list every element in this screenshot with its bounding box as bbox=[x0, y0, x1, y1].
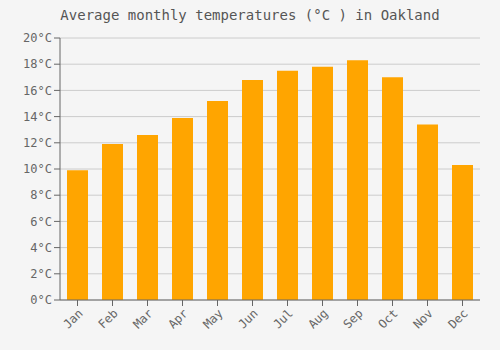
svg-text:4°C: 4°C bbox=[30, 241, 52, 255]
svg-text:Feb: Feb bbox=[95, 306, 120, 331]
svg-text:10°C: 10°C bbox=[23, 162, 52, 176]
svg-text:Jan: Jan bbox=[60, 306, 85, 331]
svg-text:0°C: 0°C bbox=[30, 293, 52, 307]
svg-text:Jun: Jun bbox=[235, 306, 260, 331]
svg-text:Apr: Apr bbox=[165, 306, 190, 331]
svg-text:Mar: Mar bbox=[130, 306, 155, 331]
svg-text:16°C: 16°C bbox=[23, 84, 52, 98]
svg-text:14°C: 14°C bbox=[23, 110, 52, 124]
svg-text:2°C: 2°C bbox=[30, 267, 52, 281]
svg-text:6°C: 6°C bbox=[30, 215, 52, 229]
svg-text:Sep: Sep bbox=[340, 306, 365, 331]
svg-text:18°C: 18°C bbox=[23, 57, 52, 71]
svg-text:8°C: 8°C bbox=[30, 188, 52, 202]
svg-text:May: May bbox=[200, 306, 225, 331]
svg-text:Nov: Nov bbox=[410, 306, 435, 331]
svg-text:Jul: Jul bbox=[270, 306, 295, 331]
svg-text:Aug: Aug bbox=[305, 306, 330, 331]
svg-text:Oct: Oct bbox=[375, 306, 400, 331]
svg-text:20°C: 20°C bbox=[23, 31, 52, 45]
svg-text:Dec: Dec bbox=[445, 306, 470, 331]
html-text:Average monthly temperatures (: Average monthly temperatures (°C ) in Oa… bbox=[60, 7, 440, 23]
svg-text:12°C: 12°C bbox=[23, 136, 52, 150]
